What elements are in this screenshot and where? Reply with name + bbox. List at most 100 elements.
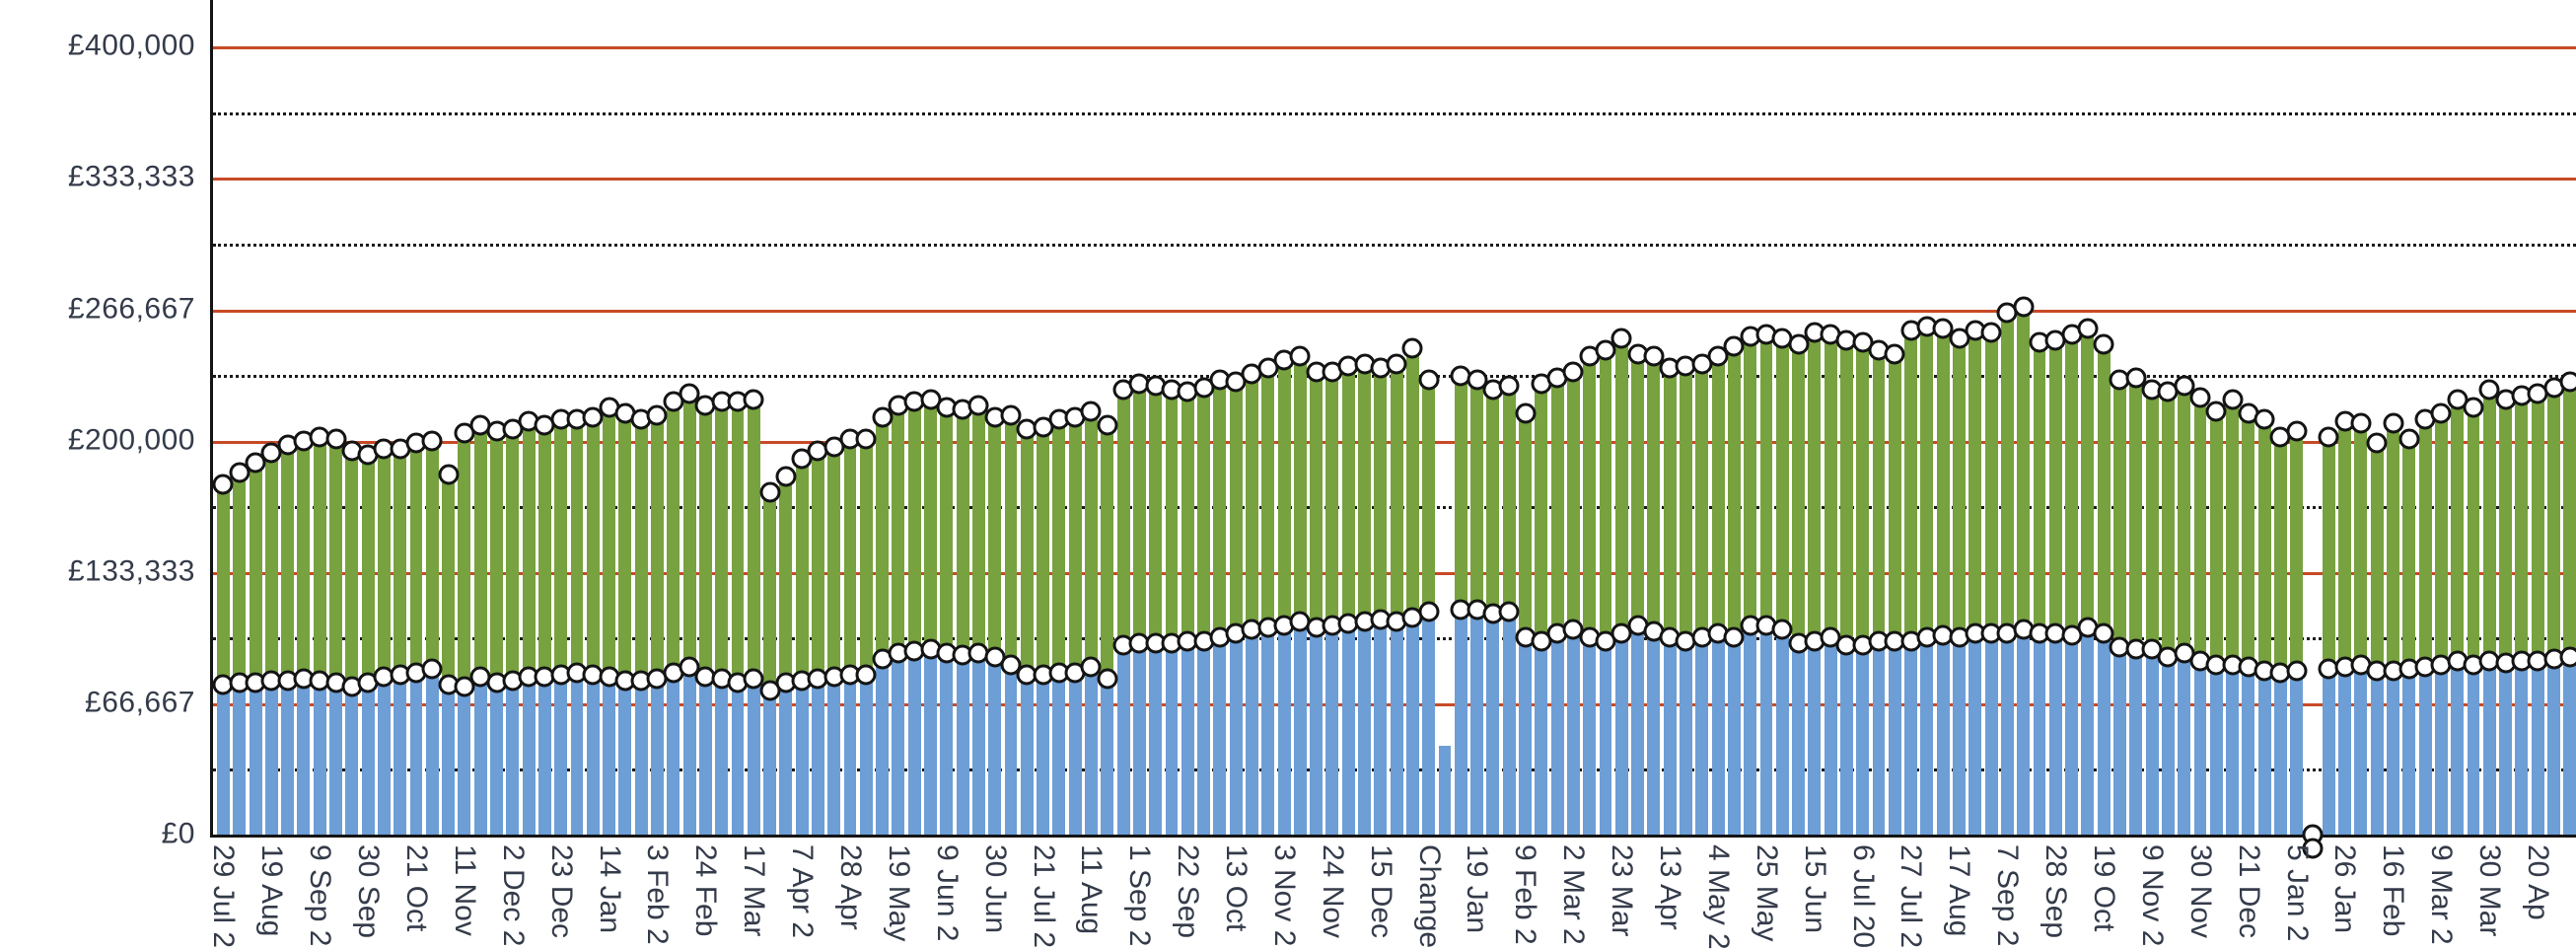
x-tick-label: 17 Aug [1943,844,1976,937]
total-marker [967,395,989,416]
bar-column [1932,0,1954,835]
bar-segment-blue [1583,637,1597,835]
x-tick-label: 23 Mar [1606,844,1639,937]
bar-segment-blue [1920,637,1934,835]
bar-column [1016,0,1038,835]
x-tick-label: 17 Mar [738,844,771,937]
bar-column [486,0,507,835]
total-marker [1000,404,1022,426]
bar-column [1980,0,2002,835]
bar-segment-blue [698,677,712,835]
bar-column [1852,0,1874,835]
bar-segment-blue [1711,633,1725,835]
bar-column [1161,0,1182,835]
bar-segment-blue [1727,637,1741,835]
bar-column [839,0,861,835]
bar-segment-blue [1052,673,1066,835]
minor-gridline [213,111,2576,115]
x-tick-label: 7 Sep 2 [1991,844,2025,947]
bar-segment-blue [1663,637,1677,835]
bar-segment-blue [361,683,375,835]
x-tick-label: 30 Nov [2183,844,2217,939]
total-marker [2463,397,2484,418]
bar-segment-blue [859,675,873,835]
bar-column [1177,0,1198,835]
bar-segment-blue [843,675,857,835]
x-tick-label: 9 Nov 2 [2135,844,2169,947]
bar-column [1225,0,1247,835]
bar-segment-blue [1405,618,1419,835]
bar-column [1257,0,1279,835]
total-marker [438,464,460,485]
bar-segment-blue [2418,667,2432,835]
x-tick-label: 29 Jul 2 [207,844,241,949]
bar-column [1209,0,1231,835]
lower-marker [679,656,700,678]
bar-segment-blue [747,679,760,835]
bar-segment-blue [2338,667,2352,835]
bar-column [1595,0,1616,835]
bar-column [1610,0,1632,835]
bar-segment-blue [2209,665,2223,835]
bar-segment-blue [1968,633,1982,835]
lower-marker [1418,601,1440,622]
bar-column [1707,0,1729,835]
bar-segment-blue [682,667,696,835]
bar-segment-blue [1004,665,1018,835]
total-marker [1515,402,1536,424]
bar-column [2044,0,2066,835]
bar-column [614,0,636,835]
bar-column [373,0,394,835]
bar-segment-blue [1068,673,1082,835]
bar-column [421,0,443,835]
total-marker [1707,345,1729,367]
bar-segment-blue [876,659,890,835]
total-marker [1643,345,1665,367]
bar-segment-blue [827,677,841,835]
bar-segment-blue [1566,629,1580,835]
total-marker [2398,428,2420,450]
lower-marker [2093,622,2114,644]
lower-marker [1771,619,1793,640]
bar-column [2157,0,2179,835]
bar-column [2511,0,2533,835]
bar-segment-blue [2257,671,2271,835]
bar-column [872,0,894,835]
bar-segment-blue [2065,635,2079,835]
bar-segment-blue [1984,633,1998,835]
bar-segment-blue [2193,661,2207,835]
bar-column [920,0,942,835]
bar-column [2559,0,2576,835]
x-tick-label: 2 Mar 2 [1557,844,1591,945]
bar-column [566,0,588,835]
x-tick-label: 19 Jan [1461,844,1494,934]
x-tick-label: 30 Sep [352,844,386,939]
bar-column [1996,0,2018,835]
y-tick-label: £0 [161,817,195,850]
bar-segment-blue [249,683,262,835]
x-tick-label: 28 Sep [2039,844,2073,939]
x-tick-label: 9 Mar 2 [2425,844,2459,945]
bar-column [1418,0,1440,835]
bar-column [2302,0,2324,859]
lower-marker [743,668,764,690]
bar-column [1498,0,1520,835]
bar-segment-blue [1519,637,1532,835]
total-marker [1980,322,2002,343]
x-tick-label: 13 Apr [1654,844,1687,930]
bar-column [2414,0,2436,835]
bar-column [1659,0,1681,835]
bar-segment-blue [940,653,954,835]
bar-segment-blue [1744,625,1757,835]
bar-column [1241,0,1262,835]
lower-marker [1723,626,1745,648]
x-tick-label: 3 Feb 2 [641,844,675,945]
x-tick-label: 19 Aug [255,844,289,937]
bar-column [743,0,764,835]
bar-column [2222,0,2244,835]
lower-marker [454,676,475,697]
bar-segment-blue [2482,661,2496,835]
bar-segment-blue [2387,671,2399,835]
bar-column [1048,0,1070,835]
